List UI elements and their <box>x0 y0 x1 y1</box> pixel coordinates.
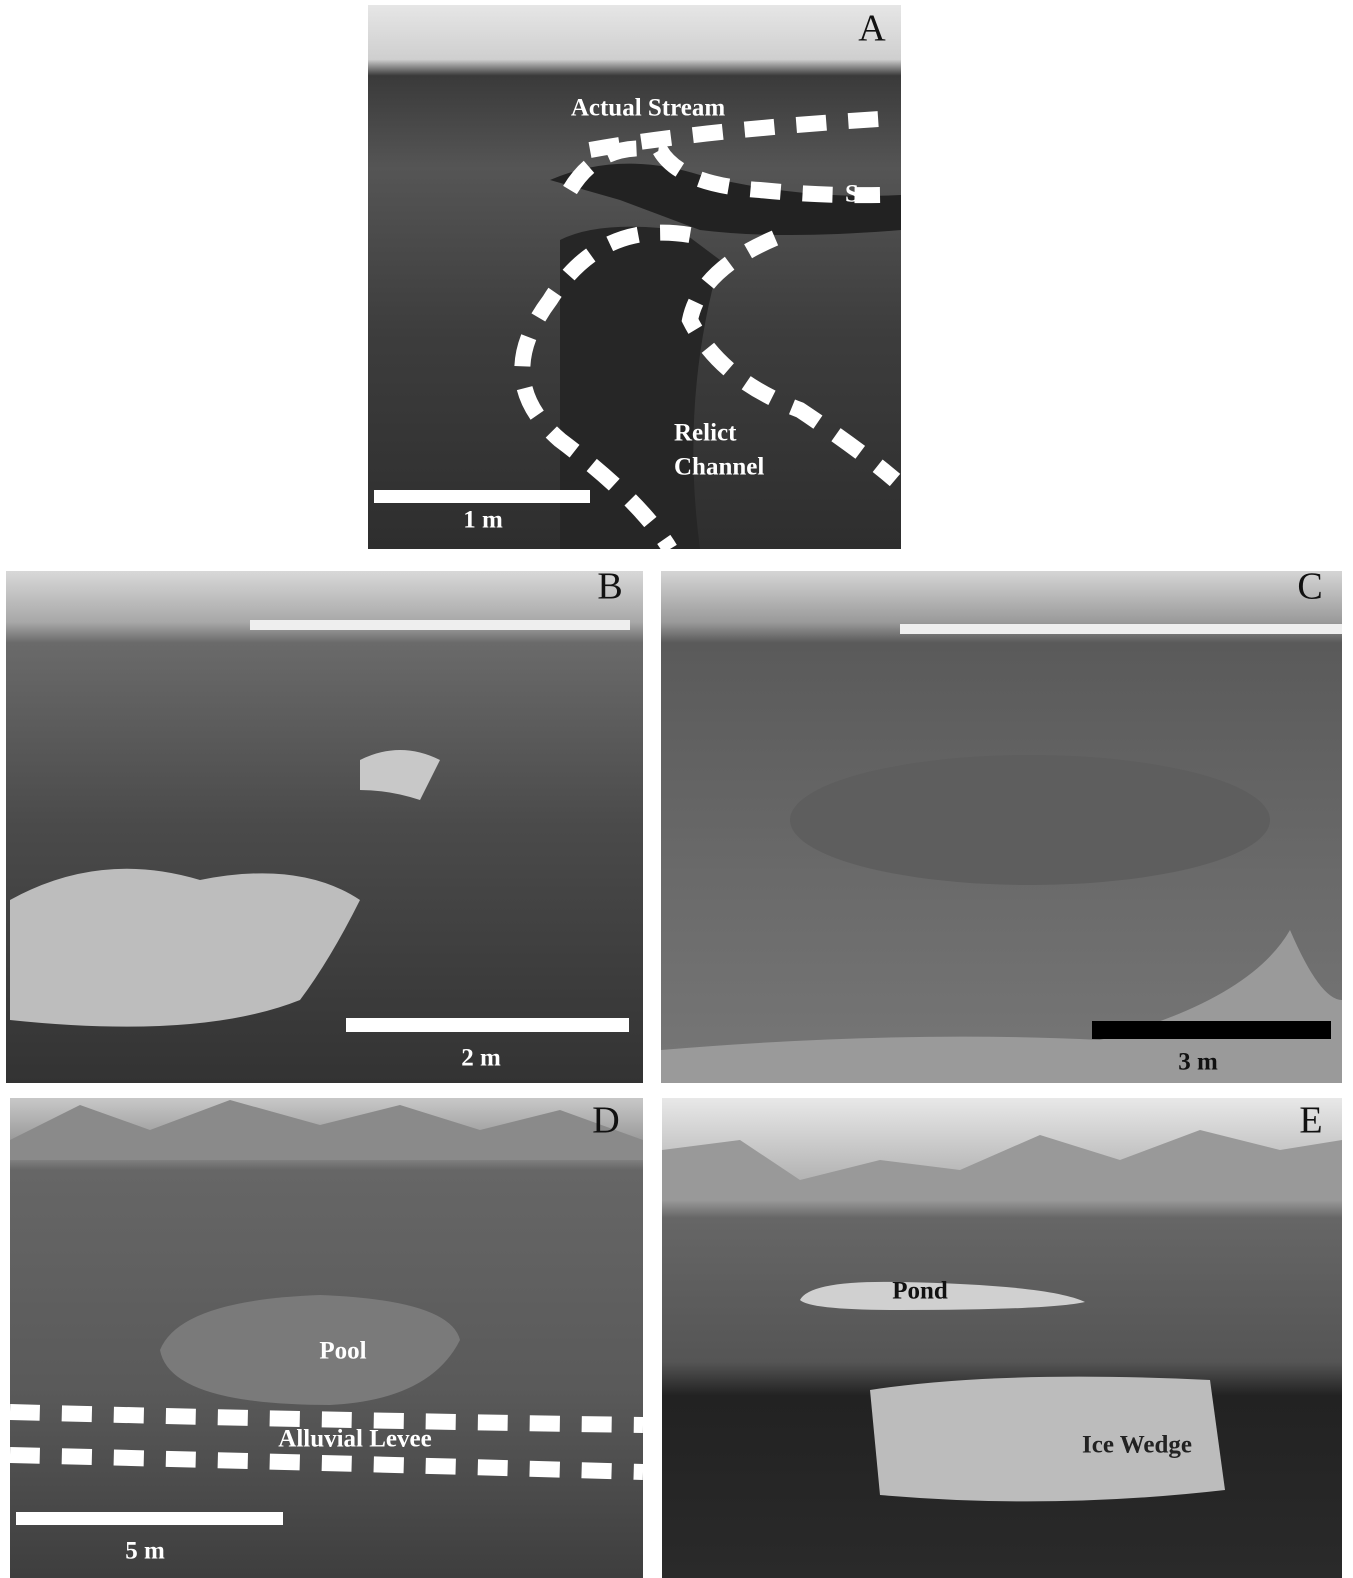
label: Pond <box>892 1278 948 1305</box>
scale-label: 5 m <box>125 1538 165 1565</box>
panel-c: C 3 m <box>661 566 1342 1083</box>
label: Relict <box>674 420 737 447</box>
label: Alluvial Levee <box>278 1426 431 1453</box>
scale-label: 2 m <box>461 1045 501 1072</box>
scale-label: 1 m <box>463 507 503 534</box>
scale-bar <box>346 1018 629 1032</box>
label: Channel <box>674 454 764 481</box>
scale-bar <box>374 490 590 503</box>
panel-letter: A <box>858 8 886 50</box>
scale-bar <box>1092 1021 1331 1039</box>
panel-letter: E <box>1299 1100 1322 1142</box>
label: Pool <box>319 1338 366 1365</box>
panel-e: E Pond Ice Wedge <box>662 1098 1342 1578</box>
scale-label: 3 m <box>1178 1049 1218 1076</box>
panel-b: B 2 m <box>6 566 643 1083</box>
label: S <box>845 181 859 208</box>
lake <box>900 624 1342 634</box>
scale-bar <box>16 1512 283 1525</box>
label: Ice Wedge <box>1082 1432 1192 1459</box>
panel-letter: C <box>1297 566 1322 608</box>
lake <box>250 620 630 630</box>
panel-letter: B <box>597 566 622 608</box>
hummock <box>790 755 1270 885</box>
figure: A Actual Stream S Relict Channel 1 m B 2… <box>0 0 1353 1578</box>
panel-a: A Actual Stream S Relict Channel 1 m <box>368 5 901 549</box>
panel-d: D Pool Alluvial Levee 5 m <box>10 1098 643 1578</box>
panel-letter: D <box>592 1100 619 1142</box>
label: Actual Stream <box>571 95 726 122</box>
